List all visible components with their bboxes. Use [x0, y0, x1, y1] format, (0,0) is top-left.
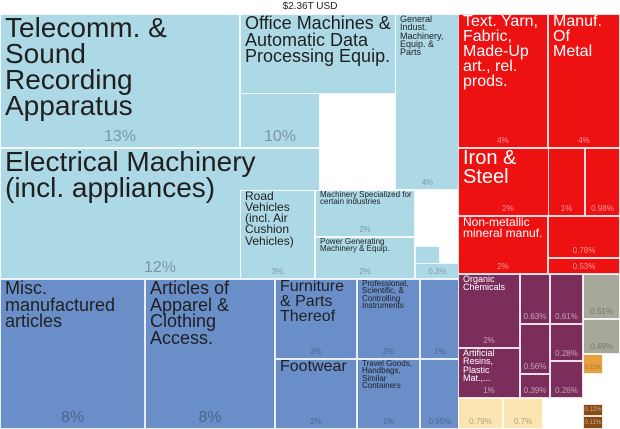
tile-label: Non-metallic mineral manuf.: [463, 216, 543, 241]
tile-label: Iron & Steel: [463, 148, 517, 188]
treemap-tile[interactable]: Office Machines & Automatic Data Process…: [240, 14, 415, 94]
treemap-tile[interactable]: Power Generating Machinery & Equip. 2%: [315, 237, 415, 279]
tile-share: 0.49%: [590, 342, 613, 352]
tile-share: 2%: [359, 225, 371, 235]
tile-share: 0.7%: [513, 417, 533, 427]
tile-label: Articles of Apparel & Clothing Access.: [150, 279, 230, 349]
tile-share: 2%: [497, 262, 509, 272]
tile-share: 1%: [560, 204, 573, 214]
treemap-tile[interactable]: 0.39%: [520, 374, 550, 398]
treemap-tile[interactable]: 0.28%: [550, 324, 583, 361]
tile-label: Road Vehicles (incl. Air Cushion Vehicle…: [245, 190, 294, 248]
tile-label: Misc. manufactured articles: [5, 279, 116, 332]
tile-share: 8%: [198, 409, 222, 427]
treemap-tile[interactable]: 0.56%: [520, 324, 550, 374]
treemap-tile[interactable]: Organic Chemicals 2%: [458, 274, 520, 348]
treemap-tile[interactable]: 0.3%: [415, 263, 460, 279]
tile-share: 2%: [359, 267, 371, 277]
treemap-tile[interactable]: Telecomm. & Sound Recording Apparatus 13%: [0, 14, 240, 148]
tile-share: 0.53%: [572, 262, 596, 272]
treemap-tile[interactable]: 0.63%: [520, 274, 550, 324]
treemap-tile[interactable]: Professional, Scientific, & Controlling …: [357, 279, 420, 359]
treemap-tile[interactable]: General Indust. Machinery, Equip. & Part…: [395, 14, 460, 190]
tile-share: 1%: [382, 417, 395, 427]
tile-share: 3%: [271, 267, 284, 277]
chart-title: $2.36T USD: [282, 1, 338, 12]
treemap-tile[interactable]: Non-metallic mineral manuf. 2%: [458, 216, 548, 274]
tile-label: Power Generating Machinery & Equip.: [320, 237, 390, 254]
treemap-tile[interactable]: 0.26%: [550, 361, 583, 398]
treemap-tile[interactable]: 0.12%: [583, 404, 603, 416]
treemap-tile[interactable]: 0.79%: [458, 398, 503, 429]
tile-share: 2%: [310, 417, 322, 427]
treemap-tile[interactable]: 0.61%: [550, 274, 583, 324]
treemap-tile[interactable]: Furniture & Parts Thereof 3%: [275, 279, 357, 359]
tile-label: Artificial Resins, Plastic Mat.,...: [463, 348, 495, 384]
tile-label: Organic Chemicals: [463, 274, 506, 293]
tile-label: Text. Yarn, Fabric, Made-Up art., rel. p…: [463, 14, 538, 90]
treemap-tile[interactable]: 0.78%: [548, 216, 620, 258]
tile-share: 4%: [497, 136, 509, 146]
treemap-tile[interactable]: 0.49%: [583, 319, 620, 354]
treemap-tile[interactable]: 0.7%: [503, 398, 543, 429]
treemap-tile[interactable]: Manuf. Of Metal 4%: [548, 14, 620, 148]
tile-share: 4%: [421, 178, 434, 188]
treemap-tile[interactable]: 1%: [548, 148, 585, 216]
treemap-tile[interactable]: Articles of Apparel & Clothing Access. 8%: [145, 279, 275, 429]
tile-label: Professional, Scientific, & Controlling …: [362, 279, 409, 311]
tile-share: 0.26%: [555, 386, 578, 396]
tile-label: Travel Goods, Handbags, Similar Containe…: [362, 359, 412, 391]
tile-share: 0.78%: [572, 246, 596, 256]
tile-share: 0.12%: [584, 407, 602, 414]
treemap-tile[interactable]: Misc. manufactured articles 8%: [0, 279, 145, 429]
tile-share: 4%: [578, 136, 590, 146]
treemap-tile[interactable]: 1%: [420, 279, 460, 359]
treemap-tile[interactable]: Road Vehicles (incl. Air Cushion Vehicle…: [240, 190, 315, 279]
tile-label: Machinery Specialized for certain indust…: [320, 190, 412, 207]
tile-share: 10%: [263, 128, 297, 146]
tile-label: General Indust. Machinery, Equip. & Part…: [400, 14, 444, 58]
tile-label: Footwear: [280, 359, 347, 375]
tile-share: 1%: [434, 347, 446, 357]
tile-label: Manuf. Of Metal: [553, 14, 602, 60]
treemap-tile[interactable]: Text. Yarn, Fabric, Made-Up art., rel. p…: [458, 14, 548, 148]
tile-share: 12%: [143, 259, 177, 277]
tile-share: 0.79%: [469, 417, 492, 427]
treemap-tile[interactable]: Machinery Specialized for certain indust…: [315, 190, 415, 237]
tile-share: 2%: [502, 204, 514, 214]
tile-share: 2%: [483, 336, 495, 346]
tile-share: 0.63%: [523, 312, 547, 322]
tile-share: 3%: [310, 347, 322, 357]
treemap-tile[interactable]: Footwear 2%: [275, 359, 357, 429]
treemap-tile[interactable]: Iron & Steel 2%: [458, 148, 558, 216]
tile-share: 0.3%: [428, 267, 447, 277]
tile-share: 0.61%: [555, 312, 578, 322]
tile-share: 0.56%: [523, 362, 547, 372]
tile-share: 0.51%: [590, 307, 613, 317]
treemap: Telecomm. & Sound Recording Apparatus 13%…: [0, 14, 620, 429]
treemap-tile[interactable]: 0.11%: [583, 416, 603, 429]
tile-label: Furniture & Parts Thereof: [280, 279, 345, 325]
treemap-tile[interactable]: 0.95%: [420, 359, 460, 429]
treemap-tile[interactable]: Travel Goods, Handbags, Similar Containe…: [357, 359, 420, 429]
tile-share: 13%: [103, 128, 137, 146]
treemap-tile[interactable]: 0.98%: [585, 148, 620, 216]
tile-share: 0.22%: [584, 365, 602, 372]
treemap-tile[interactable]: 0.53%: [548, 258, 620, 274]
tile-share: 1%: [483, 386, 495, 396]
tile-share: 0.11%: [584, 420, 602, 427]
tile-share: 0.39%: [523, 386, 547, 396]
treemap-tile[interactable]: Artificial Resins, Plastic Mat.,... 1%: [458, 348, 520, 398]
tile-label: Office Machines & Automatic Data Process…: [245, 14, 391, 67]
tile-share: 0.95%: [428, 417, 452, 427]
tile-share: 0.98%: [591, 204, 614, 214]
treemap-tile[interactable]: 0.51%: [583, 274, 620, 319]
treemap-tile[interactable]: 0.22%: [583, 354, 603, 374]
tile-share: 0.28%: [555, 349, 578, 359]
tile-label: Telecomm. & Sound Recording Apparatus: [5, 14, 167, 122]
tile-label: Electrical Machinery (incl. appliances): [5, 148, 256, 204]
tile-share: 2%: [382, 347, 395, 357]
tile-share: 8%: [60, 409, 85, 427]
